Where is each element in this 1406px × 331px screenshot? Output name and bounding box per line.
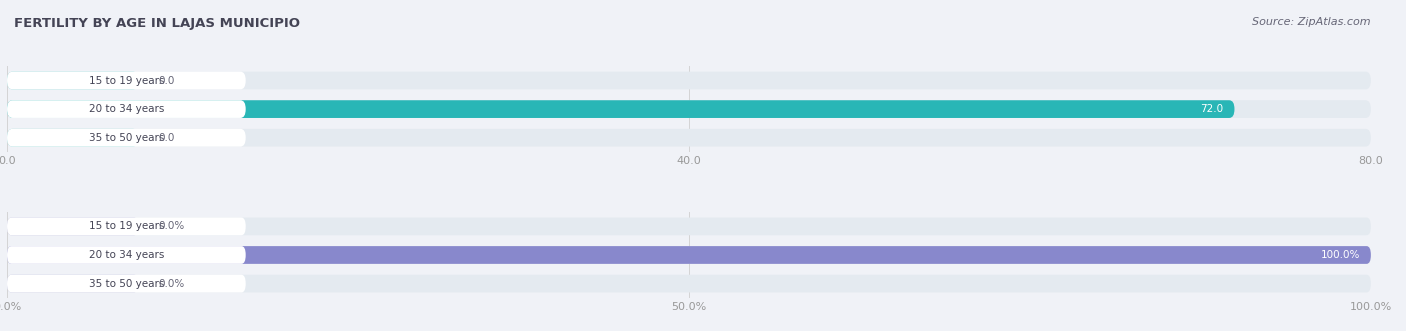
FancyBboxPatch shape: [7, 246, 246, 264]
FancyBboxPatch shape: [7, 100, 246, 118]
Text: 15 to 19 years: 15 to 19 years: [89, 221, 165, 231]
FancyBboxPatch shape: [7, 71, 246, 89]
Text: 0.0%: 0.0%: [159, 279, 186, 289]
Text: 20 to 34 years: 20 to 34 years: [89, 250, 165, 260]
FancyBboxPatch shape: [7, 217, 138, 235]
FancyBboxPatch shape: [7, 100, 1371, 118]
FancyBboxPatch shape: [7, 71, 138, 89]
FancyBboxPatch shape: [7, 246, 1371, 264]
FancyBboxPatch shape: [7, 246, 1371, 264]
Text: 35 to 50 years: 35 to 50 years: [89, 133, 165, 143]
Text: 15 to 19 years: 15 to 19 years: [89, 75, 165, 85]
FancyBboxPatch shape: [7, 129, 138, 147]
FancyBboxPatch shape: [7, 71, 1371, 89]
Text: 35 to 50 years: 35 to 50 years: [89, 279, 165, 289]
Text: Source: ZipAtlas.com: Source: ZipAtlas.com: [1253, 17, 1371, 26]
Text: 20 to 34 years: 20 to 34 years: [89, 104, 165, 114]
FancyBboxPatch shape: [7, 217, 1371, 235]
Text: 0.0: 0.0: [159, 133, 176, 143]
Text: 72.0: 72.0: [1201, 104, 1223, 114]
FancyBboxPatch shape: [7, 275, 1371, 293]
FancyBboxPatch shape: [7, 129, 1371, 147]
FancyBboxPatch shape: [7, 100, 1234, 118]
Text: FERTILITY BY AGE IN LAJAS MUNICIPIO: FERTILITY BY AGE IN LAJAS MUNICIPIO: [14, 17, 299, 29]
FancyBboxPatch shape: [7, 129, 246, 147]
FancyBboxPatch shape: [7, 217, 246, 235]
FancyBboxPatch shape: [7, 275, 246, 293]
Text: 100.0%: 100.0%: [1320, 250, 1360, 260]
FancyBboxPatch shape: [7, 275, 138, 293]
Text: 0.0%: 0.0%: [159, 221, 186, 231]
Text: 0.0: 0.0: [159, 75, 176, 85]
